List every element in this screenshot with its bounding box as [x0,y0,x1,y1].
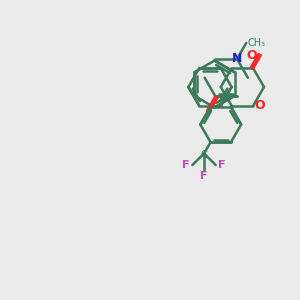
Text: O: O [247,49,257,62]
Text: F: F [218,160,226,170]
Text: F: F [200,171,208,182]
Text: F: F [182,160,190,170]
Text: CH₃: CH₃ [248,38,266,48]
Text: C: C [201,150,207,160]
Text: O: O [255,99,265,112]
Text: N: N [232,52,242,65]
